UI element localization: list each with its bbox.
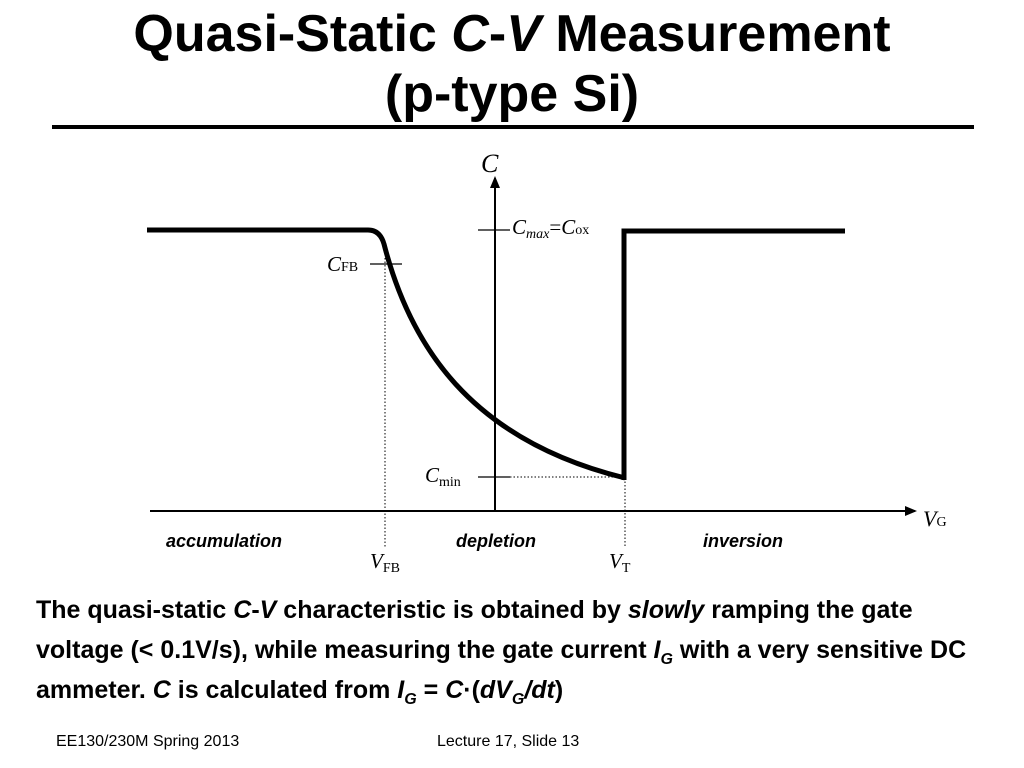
- body-ig: I: [653, 636, 661, 664]
- body-text: ·(: [463, 676, 480, 704]
- vfb-label: VFB: [370, 549, 400, 576]
- cox-c: C: [561, 215, 576, 239]
- title-suffix: Measurement: [540, 5, 891, 63]
- vfb-v: V: [370, 549, 385, 573]
- body-ig-sub: G: [660, 651, 673, 668]
- explanation-paragraph: The quasi-static C-V characteristic is o…: [36, 590, 1006, 710]
- cfb-c: C: [327, 252, 342, 276]
- vt-sub: T: [622, 561, 631, 576]
- title-underline: [52, 125, 974, 129]
- cmin-c: C: [425, 463, 440, 487]
- title-line-1: Quasi-Static C-V Measurement: [0, 4, 1024, 64]
- body-text: ): [554, 676, 564, 704]
- region-depletion: depletion: [456, 531, 536, 551]
- body-ig-sub: G: [404, 691, 417, 708]
- body-ig: I: [397, 676, 405, 704]
- body-dt: dt: [531, 676, 555, 704]
- body-text: is calculated from: [170, 676, 398, 704]
- vt-label: VT: [609, 549, 631, 576]
- title-v: V: [506, 5, 541, 63]
- body-c: C: [152, 676, 171, 704]
- cmax-label: Cmax=Cox: [512, 215, 589, 242]
- cmin-sub: min: [439, 475, 461, 490]
- footer-course: EE130/230M Spring 2013: [56, 733, 240, 750]
- cmin-label: Cmin: [425, 463, 461, 490]
- body-text: ramping the gate voltage (< 0.1V/s), whi…: [36, 596, 913, 664]
- cfb-label: CFB: [327, 252, 358, 276]
- body-text: =: [416, 676, 446, 704]
- body-slowly: slowly: [627, 596, 705, 624]
- cmax-sub: max: [526, 227, 550, 242]
- cv-diagram: C VG Cmax=Cox CFB Cmin VFB VT accumulati…: [147, 149, 947, 576]
- vfb-sub: FB: [383, 561, 400, 576]
- body-dvg: dV: [479, 676, 512, 704]
- x-axis-label-sub: G: [936, 515, 946, 530]
- region-accumulation: accumulation: [166, 531, 282, 551]
- y-axis-label: C: [481, 149, 499, 178]
- body-c: C: [445, 676, 464, 704]
- vt-v: V: [609, 549, 624, 573]
- cv-curve-inversion: [621, 228, 845, 480]
- cfb-sub: FB: [341, 260, 358, 275]
- x-axis-label-v: V: [923, 506, 939, 531]
- cmax-eq: =: [549, 215, 561, 239]
- body-text: The quasi-static: [36, 596, 234, 624]
- body-text: -: [251, 596, 260, 624]
- cox-sub: ox: [575, 223, 589, 238]
- title-line-2: (p-type Si): [384, 65, 640, 123]
- body-text: with a very sensitive DC ammeter.: [36, 636, 967, 704]
- title-dash: -: [488, 5, 507, 63]
- body-v: V: [259, 596, 277, 624]
- body-dvg-sub: G: [511, 691, 525, 708]
- cv-curve-depletion: [147, 227, 626, 481]
- x-axis-label: VG: [923, 506, 947, 531]
- slide-title: Quasi-Static C-V Measurement (p-type Si): [0, 4, 1024, 124]
- region-inversion: inversion: [703, 531, 783, 551]
- body-c: C: [233, 596, 252, 624]
- body-slash: /: [524, 676, 532, 704]
- cmax-c: C: [512, 215, 527, 239]
- title-c: C: [451, 5, 489, 63]
- title-text: Quasi-Static: [133, 5, 452, 63]
- footer-slide-number: Lecture 17, Slide 13: [437, 733, 580, 750]
- body-text: characteristic is obtained by: [276, 596, 628, 624]
